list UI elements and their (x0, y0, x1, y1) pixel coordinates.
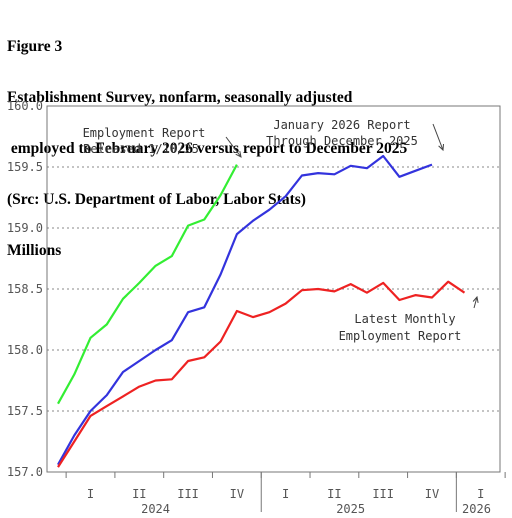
x-year-label: 2026 (462, 502, 491, 516)
chart-title-line-1: Establishment Survey, nonfarm, seasonall… (7, 89, 353, 106)
green-annotation-arrow (225, 136, 242, 158)
plot-frame (46, 105, 501, 473)
x-quarter-label: III (372, 487, 394, 501)
x-year-label: 2024 (141, 502, 170, 516)
chart-title-line-2: employed to February 2026 versus report … (7, 140, 408, 157)
y-tick-label: 159.5 (7, 160, 43, 174)
y-tick-label: 160.0 (7, 99, 43, 113)
x-quarter-label: II (132, 487, 146, 501)
red-series-line (57, 280, 466, 468)
grid-lines (47, 166, 500, 412)
x-quarter-label: I (282, 487, 289, 501)
x-quarter-label: II (327, 487, 341, 501)
blue-annotation-line-1: January 2026 Report (273, 118, 410, 132)
y-tick-label: 158.0 (7, 343, 43, 357)
red-annotation-arrow (472, 295, 479, 309)
blue-series-line (57, 154, 433, 466)
series-lines (57, 154, 466, 468)
green-series-line (57, 164, 238, 405)
x-quarter-label: III (177, 487, 199, 501)
green-annotation-line-1: Employment Report (83, 126, 206, 140)
annotations: Employment Report Released 1/10/25 January… (83, 118, 479, 343)
x-quarter-label: I (87, 487, 94, 501)
y-axis-unit-label: Millions (7, 242, 62, 259)
blue-annotation-line-2: Through December 2025 (266, 134, 418, 148)
x-year-label: 2025 (336, 502, 365, 516)
y-tick-label: 157.5 (7, 404, 43, 418)
blue-annotation-arrow (432, 123, 444, 152)
x-quarter-label: I (477, 487, 484, 501)
figure-header: Figure 3 Establishment Survey, nonfarm, … (7, 4, 407, 276)
figure-number: Figure 3 (7, 38, 63, 55)
y-tick-label: 158.5 (7, 282, 43, 296)
y-tick-label: 159.0 (7, 221, 43, 235)
x-quarter-label: IV (230, 487, 244, 501)
green-annotation-line-2: Released 1/10/25 (83, 142, 199, 156)
x-quarter-label: IV (425, 487, 439, 501)
red-annotation-line-2: Employment Report (339, 329, 462, 343)
y-tick-label: 157.0 (7, 465, 43, 479)
red-annotation-line-1: Latest Monthly (354, 312, 455, 326)
